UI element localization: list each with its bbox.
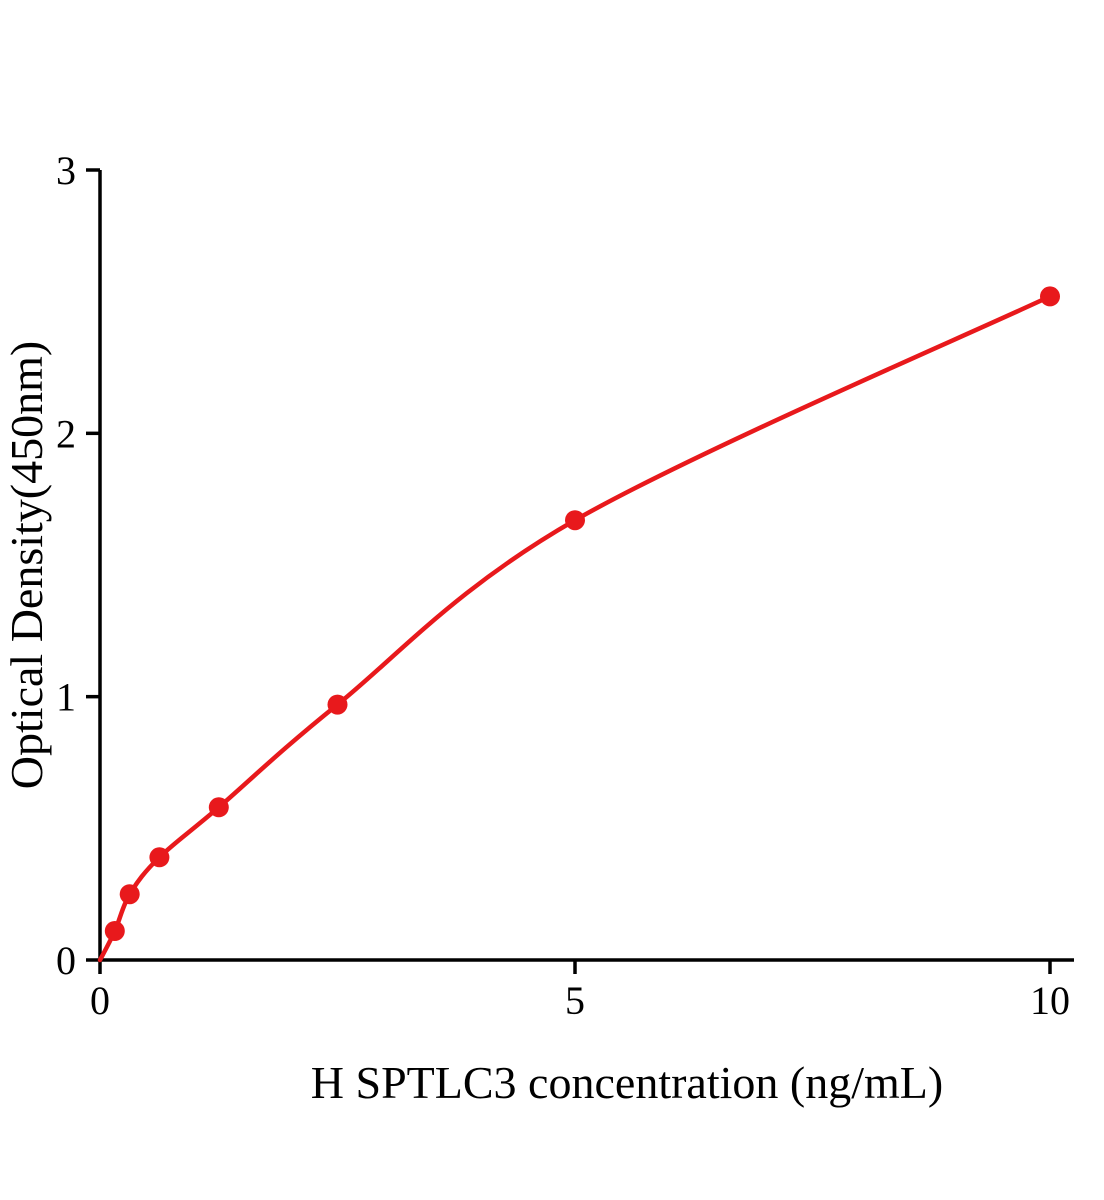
x-tick-label: 10 bbox=[1030, 978, 1070, 1023]
y-tick-label: 1 bbox=[56, 675, 76, 720]
x-tick-label: 5 bbox=[565, 978, 585, 1023]
data-point bbox=[119, 884, 140, 905]
curve-and-points bbox=[97, 286, 1060, 963]
y-axis-label: Optical Density(450nm) bbox=[1, 341, 52, 789]
data-point bbox=[565, 510, 585, 531]
data-point bbox=[1040, 286, 1060, 307]
data-point bbox=[327, 694, 348, 715]
y-tick-label: 2 bbox=[56, 411, 76, 456]
fit-curve bbox=[97, 294, 1053, 963]
axes: 0 5 10 0 1 2 3 bbox=[56, 148, 1074, 1023]
x-tick-label: 0 bbox=[90, 978, 110, 1023]
y-tick-label: 0 bbox=[56, 938, 76, 983]
x-axis-label: H SPTLC3 concentration (ng/mL) bbox=[311, 1057, 943, 1108]
data-point bbox=[149, 847, 170, 868]
data-point bbox=[208, 797, 229, 818]
y-tick-label: 3 bbox=[56, 148, 76, 193]
data-point bbox=[104, 921, 125, 941]
